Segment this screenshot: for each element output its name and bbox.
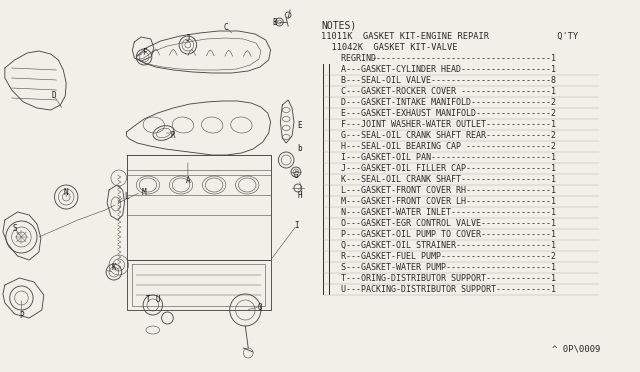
Text: G: G [294,170,298,180]
Text: M---GASKET-FRONT COVER LH-----------------1: M---GASKET-FRONT COVER LH---------------… [321,197,556,206]
Text: F: F [141,48,147,57]
Text: O---GASKET-EGR CONTROL VALVE--------------1: O---GASKET-EGR CONTROL VALVE------------… [321,219,556,228]
Text: N: N [64,187,68,196]
Text: 11011K  GASKET KIT-ENGINE REPAIR             Q'TY: 11011K GASKET KIT-ENGINE REPAIR Q'TY [321,32,579,41]
Text: REGRIND: REGRIND [321,54,376,63]
Text: U---PACKING-DISTRIBUTOR SUPPORT-----------1: U---PACKING-DISTRIBUTOR SUPPORT---------… [321,285,556,294]
Text: G---SEAL-OIL CRANK SHAFT REAR-------------2: G---SEAL-OIL CRANK SHAFT REAR-----------… [321,131,556,140]
Text: Q: Q [257,302,262,311]
Text: C: C [223,22,228,32]
Text: Q---GASKET-OIL STRAINER-------------------1: Q---GASKET-OIL STRAINER-----------------… [321,241,556,250]
Text: N---GASKET-WATER INLET--------------------1: N---GASKET-WATER INLET------------------… [321,208,556,217]
Text: U: U [156,295,160,305]
Text: F---JOINT WASHER-WATER OUTLET-------------1: F---JOINT WASHER-WATER OUTLET-----------… [321,120,556,129]
Text: T---ORING-DISTRIBUTOR SUPPORT-------------1: T---ORING-DISTRIBUTOR SUPPORT-----------… [321,274,556,283]
Text: D: D [51,90,56,99]
Text: NOTES): NOTES) [321,20,356,30]
Text: L: L [124,192,129,201]
Text: B: B [272,17,277,26]
Text: P---GASKET-OIL PUMP TO COVER--------------1: P---GASKET-OIL PUMP TO COVER------------… [321,230,556,239]
Text: R: R [171,131,175,140]
Text: b: b [298,144,302,153]
Text: B---SEAL-OIL VALVE------------------------8: B---SEAL-OIL VALVE----------------------… [321,76,556,85]
Text: ------------------------------------1: ------------------------------------1 [372,54,557,63]
Text: H---SEAL-OIL BEARING CAP -----------------2: H---SEAL-OIL BEARING CAP ---------------… [321,142,556,151]
Text: I: I [294,221,300,230]
Text: I---GASKET-OIL PAN------------------------1: I---GASKET-OIL PAN----------------------… [321,153,556,162]
Text: 11042K  GASKET KIT-VALVE: 11042K GASKET KIT-VALVE [321,43,458,52]
Text: D---GASKET-INTAKE MANIFOLD----------------2: D---GASKET-INTAKE MANIFOLD--------------… [321,98,556,107]
Text: S---GASKET-WATER PUMP---------------------1: S---GASKET-WATER PUMP-------------------… [321,263,556,272]
Text: A---GASKET-CYLINDER HEAD------------------1: A---GASKET-CYLINDER HEAD----------------… [321,65,556,74]
Text: C---GASKET-ROCKER COVER ------------------1: C---GASKET-ROCKER COVER ----------------… [321,87,556,96]
Text: K---SEAL-OIL CRANK SHAFT------------------1: K---SEAL-OIL CRANK SHAFT----------------… [321,175,556,184]
Text: A: A [186,176,190,185]
Text: E---GASKET-EXHAUST MANIFOLD---------------2: E---GASKET-EXHAUST MANIFOLD-------------… [321,109,556,118]
Text: M: M [141,187,147,196]
Text: E: E [298,121,302,129]
Text: L---GASKET-FRONT COVER RH-----------------1: L---GASKET-FRONT COVER RH---------------… [321,186,556,195]
Text: K: K [111,263,116,273]
Text: P: P [19,311,24,320]
Text: T: T [146,295,150,305]
Text: R---GASKET-FUEL PUMP----------------------2: R---GASKET-FUEL PUMP--------------------… [321,252,556,261]
Text: S: S [12,224,17,232]
Text: H: H [298,190,302,199]
Text: J: J [186,33,190,42]
Text: J---GASKET-OIL FILLER CAP-----------------1: J---GASKET-OIL FILLER CAP---------------… [321,164,556,173]
Text: ^ 0P\0009: ^ 0P\0009 [552,345,600,354]
